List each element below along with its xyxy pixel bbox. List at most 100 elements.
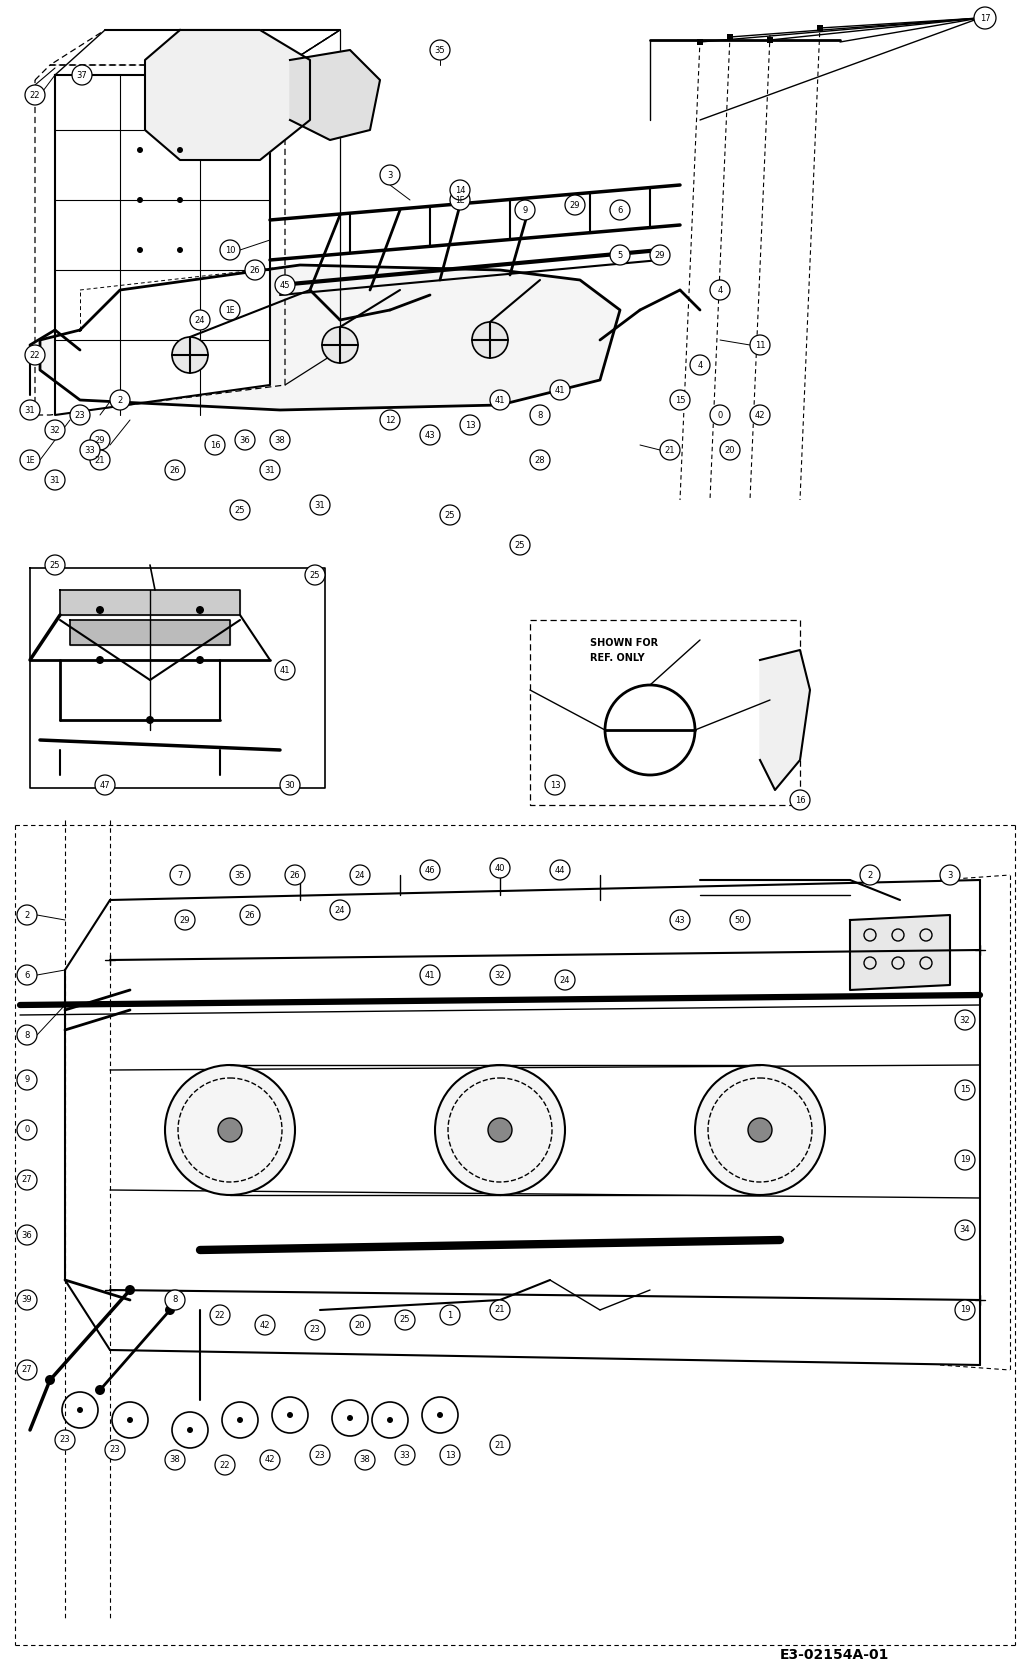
Text: 1: 1 xyxy=(448,1311,453,1319)
Circle shape xyxy=(650,245,670,265)
Circle shape xyxy=(20,450,40,470)
Circle shape xyxy=(125,1284,135,1294)
Circle shape xyxy=(955,1149,975,1169)
Circle shape xyxy=(230,866,250,886)
Text: 42: 42 xyxy=(260,1321,270,1329)
Circle shape xyxy=(380,410,400,430)
Circle shape xyxy=(175,911,195,931)
Circle shape xyxy=(305,565,325,585)
Circle shape xyxy=(17,1119,37,1139)
Text: REF. ONLY: REF. ONLY xyxy=(590,652,645,662)
Text: 41: 41 xyxy=(494,395,506,405)
Text: 13: 13 xyxy=(445,1451,455,1460)
Text: 3: 3 xyxy=(947,871,953,879)
Circle shape xyxy=(488,1118,512,1143)
Text: 19: 19 xyxy=(960,1156,970,1164)
Circle shape xyxy=(530,405,550,425)
Circle shape xyxy=(420,861,440,881)
Circle shape xyxy=(955,1219,975,1239)
Text: 24: 24 xyxy=(334,906,346,914)
Circle shape xyxy=(17,1169,37,1189)
Circle shape xyxy=(17,1026,37,1044)
Text: 8: 8 xyxy=(172,1296,178,1304)
Text: 30: 30 xyxy=(285,781,295,789)
Circle shape xyxy=(395,1444,415,1465)
Text: 0: 0 xyxy=(717,410,722,419)
Text: 43: 43 xyxy=(425,430,436,439)
Circle shape xyxy=(275,275,295,295)
Circle shape xyxy=(237,1418,243,1423)
Circle shape xyxy=(330,901,350,921)
Text: 22: 22 xyxy=(30,350,40,360)
Text: 32: 32 xyxy=(494,971,506,979)
Circle shape xyxy=(440,1444,460,1465)
Circle shape xyxy=(77,1408,83,1413)
Circle shape xyxy=(305,1319,325,1339)
Circle shape xyxy=(670,390,690,410)
Text: 31: 31 xyxy=(50,475,60,484)
Text: 29: 29 xyxy=(180,916,190,924)
Circle shape xyxy=(170,866,190,886)
Circle shape xyxy=(387,1418,393,1423)
Text: 31: 31 xyxy=(25,405,35,415)
Circle shape xyxy=(220,240,240,260)
Text: 26: 26 xyxy=(250,265,260,275)
Text: 25: 25 xyxy=(515,540,525,549)
Text: 35: 35 xyxy=(434,45,446,55)
Bar xyxy=(817,25,823,32)
Text: 8: 8 xyxy=(25,1031,30,1039)
Circle shape xyxy=(255,1314,275,1334)
Text: 25: 25 xyxy=(50,560,60,569)
Circle shape xyxy=(45,420,65,440)
Text: 21: 21 xyxy=(494,1441,506,1449)
Circle shape xyxy=(105,1439,125,1460)
Circle shape xyxy=(196,656,204,664)
Text: 20: 20 xyxy=(355,1321,365,1329)
Circle shape xyxy=(275,661,295,681)
Circle shape xyxy=(280,776,300,796)
Text: 22: 22 xyxy=(215,1311,225,1319)
Polygon shape xyxy=(760,651,810,791)
Text: 17: 17 xyxy=(979,13,991,22)
Circle shape xyxy=(565,195,585,215)
Circle shape xyxy=(690,355,710,375)
Text: 26: 26 xyxy=(169,465,181,474)
Circle shape xyxy=(20,400,40,420)
Circle shape xyxy=(555,971,575,991)
Circle shape xyxy=(209,1304,230,1324)
Circle shape xyxy=(95,776,115,796)
Text: 40: 40 xyxy=(494,864,506,872)
Circle shape xyxy=(660,440,680,460)
Text: 41: 41 xyxy=(425,971,436,979)
Text: 23: 23 xyxy=(310,1326,320,1334)
Circle shape xyxy=(95,1384,105,1394)
Circle shape xyxy=(55,1429,75,1449)
Text: 25: 25 xyxy=(399,1316,411,1324)
Circle shape xyxy=(96,605,104,614)
Text: 32: 32 xyxy=(50,425,60,434)
Text: 41: 41 xyxy=(280,666,290,674)
Circle shape xyxy=(165,1449,185,1470)
Circle shape xyxy=(137,197,143,203)
Text: 9: 9 xyxy=(522,205,527,215)
Text: 13: 13 xyxy=(464,420,476,429)
Text: 23: 23 xyxy=(315,1451,325,1460)
Polygon shape xyxy=(70,620,230,646)
Circle shape xyxy=(380,165,400,185)
Circle shape xyxy=(285,866,305,886)
Text: 7: 7 xyxy=(178,871,183,879)
Circle shape xyxy=(490,966,510,986)
Polygon shape xyxy=(290,50,380,140)
Circle shape xyxy=(860,866,880,886)
Text: 11: 11 xyxy=(754,340,766,350)
Text: 0: 0 xyxy=(25,1126,30,1134)
Text: 3: 3 xyxy=(387,170,393,180)
Circle shape xyxy=(45,470,65,490)
Circle shape xyxy=(178,247,183,254)
Text: 20: 20 xyxy=(724,445,735,454)
Bar xyxy=(767,37,773,43)
Text: 24: 24 xyxy=(195,315,205,325)
Circle shape xyxy=(287,1413,293,1418)
Circle shape xyxy=(610,200,630,220)
Circle shape xyxy=(322,327,358,364)
